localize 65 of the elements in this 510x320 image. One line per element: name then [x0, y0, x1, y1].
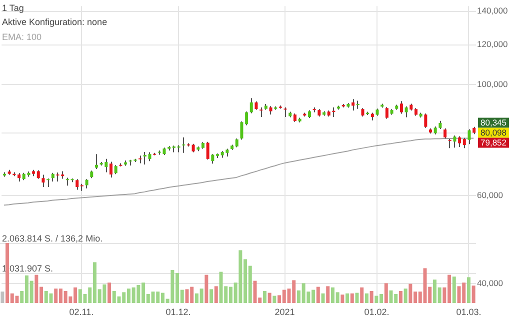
bar — [350, 293, 354, 303]
candlestick — [458, 136, 462, 148]
bar — [214, 286, 218, 303]
y-tick-label: 120,000 — [477, 39, 508, 50]
candlestick — [424, 113, 428, 128]
x-tick-label: 2021 — [274, 306, 295, 317]
candlestick — [245, 111, 248, 126]
bar — [370, 291, 374, 303]
ref-line-label: 2.063.814 S. / 136,2 Mio. — [2, 234, 103, 244]
candlestick — [468, 128, 471, 145]
candlestick — [42, 174, 45, 188]
candlestick — [400, 100, 403, 114]
text: 80,345 — [480, 118, 507, 128]
bar — [272, 296, 276, 303]
text: Aktive Konfiguration: none — [2, 17, 108, 27]
candlestick — [385, 106, 388, 120]
candlestick — [444, 128, 447, 139]
candlestick — [284, 106, 287, 118]
bar — [108, 282, 112, 303]
candlestick — [76, 178, 79, 190]
text: EMA: 100 — [2, 32, 42, 42]
x-tick-label: 01.02. — [364, 306, 390, 317]
bar — [316, 286, 320, 303]
candlestick — [114, 164, 118, 175]
y-tick-label: 100,000 — [477, 78, 508, 89]
candlestick — [138, 155, 142, 164]
candlestick — [356, 100, 360, 110]
y-tick-label: 60,000 — [477, 190, 504, 200]
candlestick — [453, 134, 456, 148]
candlestick — [110, 161, 113, 178]
candlestick — [240, 120, 244, 140]
text: 80,098 — [480, 128, 507, 138]
bar — [204, 274, 208, 303]
candlestick — [250, 98, 253, 114]
bar — [0, 292, 4, 303]
y-tick-label: 140,000 — [477, 6, 508, 16]
x-tick-label: 02.11. — [69, 306, 94, 317]
bar — [452, 276, 456, 303]
bar — [466, 277, 470, 303]
candlestick — [462, 137, 466, 149]
bar — [268, 292, 272, 303]
bar — [340, 294, 344, 303]
x-tick-label: 01.03. — [456, 306, 482, 317]
chart-title: 1 Tag — [2, 3, 24, 13]
bar — [326, 286, 330, 303]
text: 79,852 — [480, 138, 507, 148]
bar — [364, 293, 368, 303]
candlestick — [448, 138, 452, 149]
candlestick — [182, 136, 186, 154]
bar — [404, 288, 408, 303]
bar — [262, 291, 266, 303]
bar — [398, 291, 402, 303]
bar — [210, 289, 214, 303]
candlestick — [260, 106, 263, 118]
bar — [472, 286, 476, 303]
candlestick — [85, 178, 88, 189]
bar — [360, 287, 364, 303]
bar — [346, 293, 350, 303]
candlestick — [211, 154, 214, 164]
candlestick — [352, 98, 355, 112]
bar — [384, 283, 388, 303]
candlestick — [206, 141, 210, 160]
x-tick-label: 01.12. — [166, 306, 191, 317]
y-tick-label: 40,000 — [477, 278, 504, 288]
candlestick — [404, 106, 408, 118]
